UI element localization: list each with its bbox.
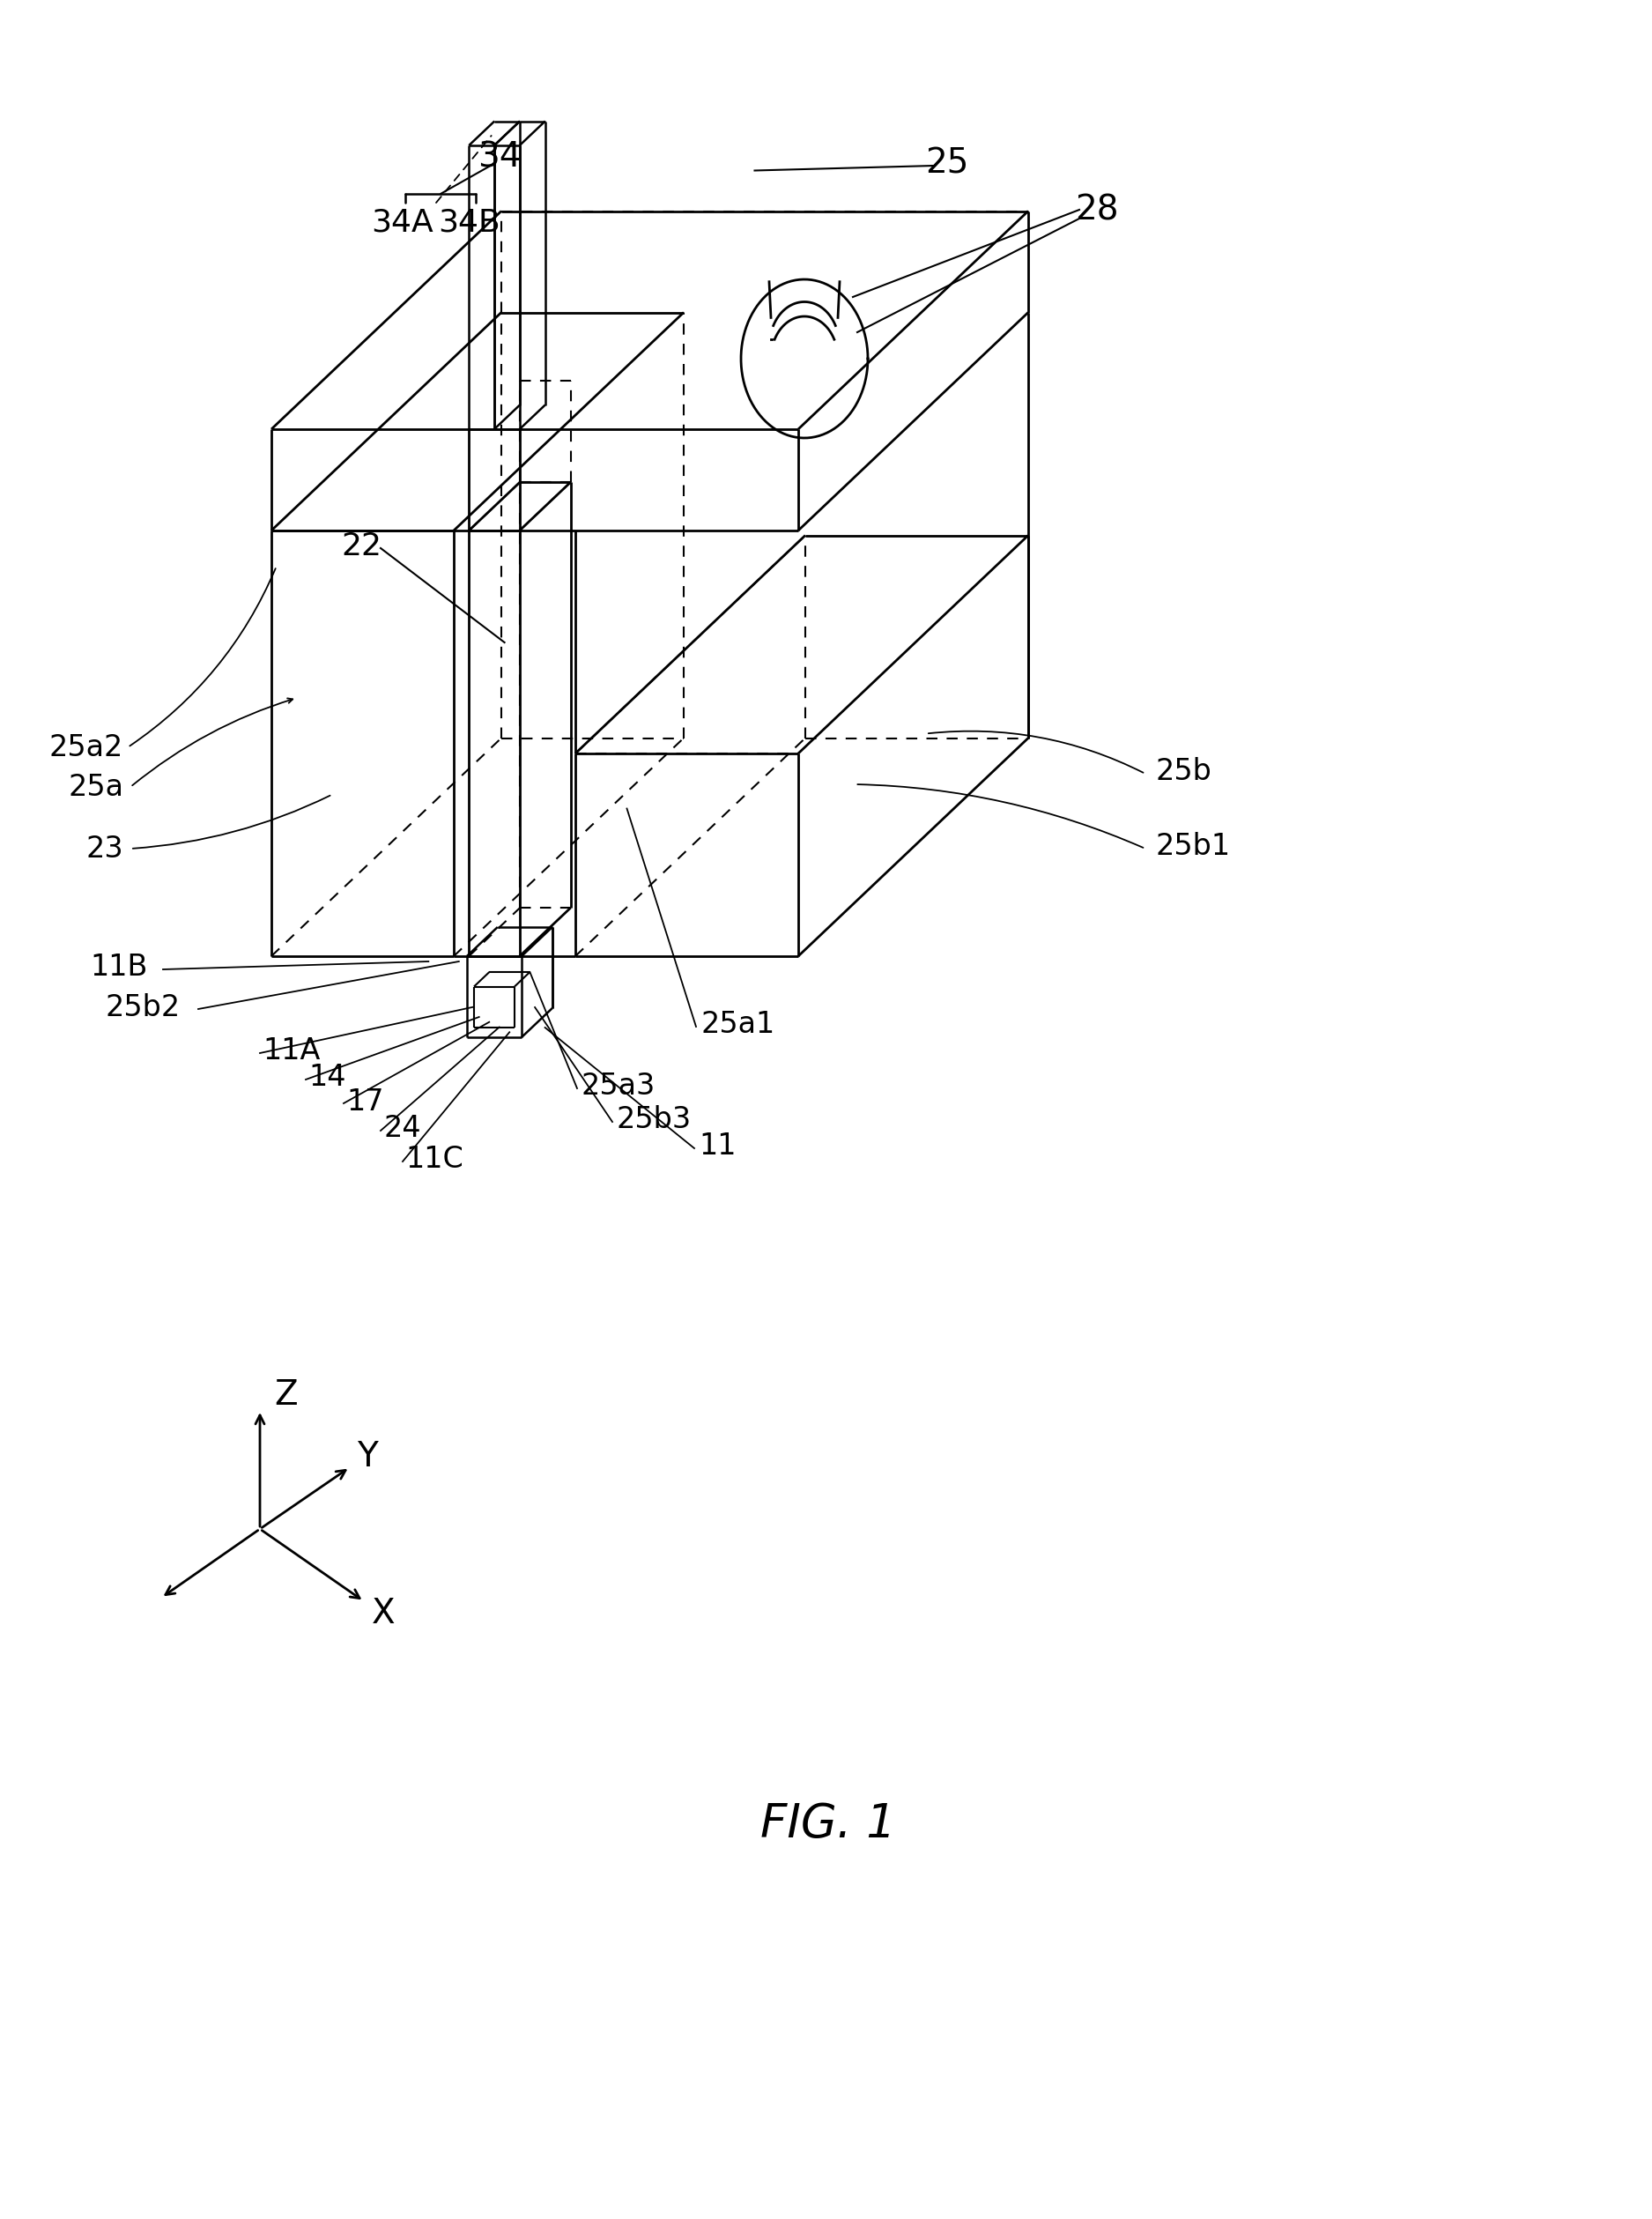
Text: 25b3: 25b3 [616, 1105, 692, 1134]
Text: 11: 11 [699, 1132, 737, 1161]
Text: 24: 24 [383, 1114, 421, 1143]
Text: 25a1: 25a1 [700, 1010, 775, 1038]
Text: 11C: 11C [405, 1145, 463, 1174]
Text: 25: 25 [925, 146, 968, 180]
Text: 25b: 25b [1156, 757, 1213, 786]
Text: Z: Z [274, 1378, 297, 1411]
Text: 25b2: 25b2 [106, 992, 180, 1021]
Text: 34: 34 [477, 140, 522, 173]
Text: Y: Y [357, 1440, 378, 1473]
Text: 25a3: 25a3 [582, 1072, 656, 1101]
Text: 14: 14 [309, 1063, 345, 1092]
Text: 11B: 11B [91, 952, 149, 981]
Text: 34A: 34A [372, 206, 434, 237]
Text: FIG. 1: FIG. 1 [760, 1802, 895, 1846]
Text: 25a2: 25a2 [50, 732, 124, 761]
Text: 25b1: 25b1 [1156, 832, 1231, 861]
Text: 23: 23 [86, 834, 124, 863]
Text: X: X [372, 1598, 395, 1631]
Text: 17: 17 [347, 1087, 383, 1116]
Text: 28: 28 [1075, 193, 1118, 226]
Text: 25a: 25a [68, 772, 124, 801]
Text: 11A: 11A [263, 1036, 320, 1065]
Text: 34B: 34B [438, 206, 501, 237]
Text: 22: 22 [340, 530, 382, 561]
